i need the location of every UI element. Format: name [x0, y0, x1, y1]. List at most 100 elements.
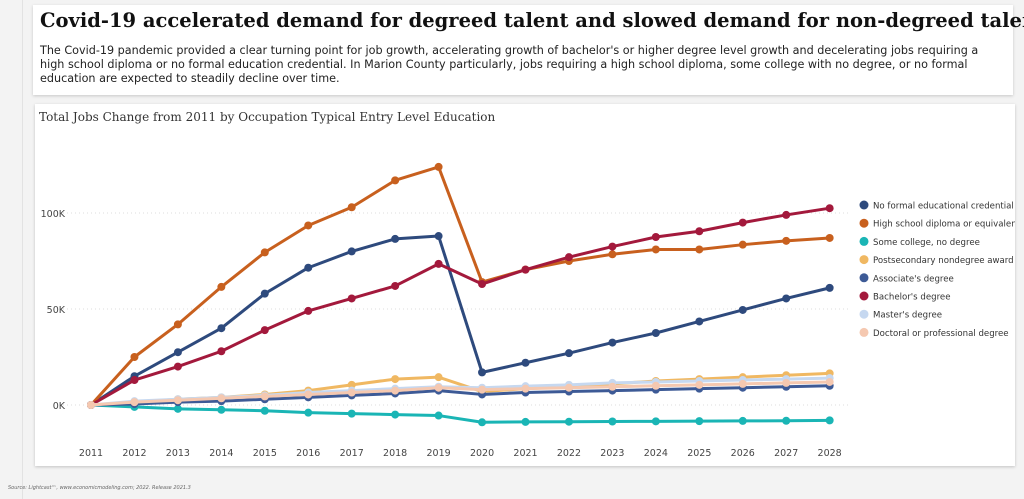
- data-point[interactable]: [564, 253, 573, 262]
- data-point[interactable]: [651, 381, 660, 390]
- data-point[interactable]: [391, 375, 400, 384]
- data-point[interactable]: [608, 382, 617, 391]
- data-point[interactable]: [130, 353, 139, 361]
- data-point[interactable]: [782, 210, 791, 219]
- data-point[interactable]: [478, 368, 487, 377]
- data-point[interactable]: [217, 405, 226, 414]
- data-point[interactable]: [738, 379, 747, 388]
- data-point[interactable]: [434, 383, 443, 392]
- data-point[interactable]: [695, 245, 704, 254]
- x-tick-label: 2026: [731, 448, 755, 459]
- data-point[interactable]: [608, 242, 617, 251]
- data-point[interactable]: [608, 338, 617, 347]
- data-point[interactable]: [260, 326, 269, 335]
- data-point[interactable]: [521, 265, 530, 274]
- page-description: The Covid-19 pandemic provided a clear t…: [40, 44, 979, 85]
- data-point[interactable]: [173, 404, 182, 413]
- data-point[interactable]: [217, 347, 226, 356]
- data-point[interactable]: [608, 250, 617, 259]
- legend-label[interactable]: Postsecondary nondegree award: [873, 256, 1014, 266]
- data-point[interactable]: [782, 294, 791, 303]
- data-point[interactable]: [782, 378, 791, 387]
- data-point[interactable]: [695, 317, 704, 326]
- data-point[interactable]: [825, 204, 834, 213]
- data-point[interactable]: [825, 416, 834, 425]
- data-point[interactable]: [564, 417, 573, 426]
- data-point[interactable]: [87, 401, 95, 409]
- data-point[interactable]: [391, 410, 400, 419]
- data-point[interactable]: [173, 320, 182, 329]
- data-point[interactable]: [521, 384, 530, 393]
- series-line: [90, 234, 831, 407]
- data-point[interactable]: [608, 417, 617, 426]
- data-point[interactable]: [347, 409, 356, 418]
- data-point[interactable]: [695, 380, 704, 389]
- data-point[interactable]: [738, 240, 747, 249]
- data-point[interactable]: [564, 349, 573, 358]
- data-point[interactable]: [173, 396, 182, 405]
- data-point[interactable]: [478, 418, 487, 427]
- data-point[interactable]: [782, 236, 791, 245]
- data-point[interactable]: [434, 373, 443, 382]
- data-point[interactable]: [391, 386, 400, 395]
- y-axis: 0K 50K 100K: [41, 209, 66, 412]
- data-point[interactable]: [260, 392, 269, 401]
- data-point[interactable]: [825, 283, 834, 292]
- legend-label[interactable]: Associate's degree: [873, 274, 954, 284]
- data-point[interactable]: [738, 305, 747, 314]
- data-point[interactable]: [651, 245, 660, 254]
- data-point[interactable]: [434, 411, 443, 420]
- series-0: [87, 232, 834, 409]
- data-point[interactable]: [825, 233, 834, 242]
- data-point[interactable]: [347, 247, 356, 256]
- legend-label[interactable]: No formal educational credential: [873, 202, 1014, 212]
- legend-marker: [859, 236, 869, 246]
- legend-label[interactable]: Master's degree: [873, 311, 942, 321]
- data-point[interactable]: [173, 362, 182, 371]
- legend-label[interactable]: Bachelor's degree: [873, 293, 951, 303]
- data-point[interactable]: [391, 234, 400, 243]
- data-point[interactable]: [434, 162, 443, 171]
- data-point[interactable]: [260, 406, 269, 415]
- data-point[interactable]: [304, 390, 313, 399]
- data-point[interactable]: [391, 176, 400, 185]
- data-point[interactable]: [130, 376, 139, 385]
- data-point[interactable]: [173, 348, 182, 357]
- data-point[interactable]: [347, 294, 356, 303]
- data-point[interactable]: [738, 416, 747, 425]
- data-point[interactable]: [434, 232, 443, 241]
- data-point[interactable]: [217, 324, 226, 333]
- data-point[interactable]: [564, 383, 573, 392]
- data-point[interactable]: [651, 417, 660, 426]
- data-point[interactable]: [782, 416, 791, 425]
- data-point[interactable]: [260, 248, 269, 257]
- data-point[interactable]: [304, 306, 313, 315]
- data-point[interactable]: [825, 377, 834, 386]
- data-point[interactable]: [521, 358, 530, 367]
- data-point[interactable]: [521, 417, 530, 426]
- data-point[interactable]: [478, 280, 487, 289]
- data-point[interactable]: [304, 221, 313, 230]
- data-point[interactable]: [695, 227, 704, 236]
- data-point[interactable]: [434, 259, 443, 268]
- data-point[interactable]: [391, 281, 400, 290]
- series-line: [90, 403, 830, 424]
- data-point[interactable]: [695, 417, 704, 426]
- data-point[interactable]: [478, 385, 487, 394]
- legend-label[interactable]: High school diploma or equivalent: [873, 220, 1015, 230]
- x-tick-label: 2016: [296, 448, 320, 459]
- data-point[interactable]: [347, 380, 356, 389]
- data-point[interactable]: [347, 203, 356, 212]
- data-point[interactable]: [738, 218, 747, 227]
- data-point[interactable]: [217, 394, 226, 403]
- legend-label[interactable]: Doctoral or professional degree: [873, 329, 1009, 339]
- data-point[interactable]: [304, 263, 313, 272]
- legend-label[interactable]: Some college, no degree: [873, 238, 980, 248]
- data-point[interactable]: [651, 329, 660, 337]
- data-point[interactable]: [347, 388, 356, 397]
- data-point[interactable]: [304, 408, 313, 417]
- data-point[interactable]: [130, 398, 139, 407]
- data-point[interactable]: [260, 289, 269, 298]
- data-point[interactable]: [217, 282, 226, 291]
- data-point[interactable]: [651, 233, 660, 241]
